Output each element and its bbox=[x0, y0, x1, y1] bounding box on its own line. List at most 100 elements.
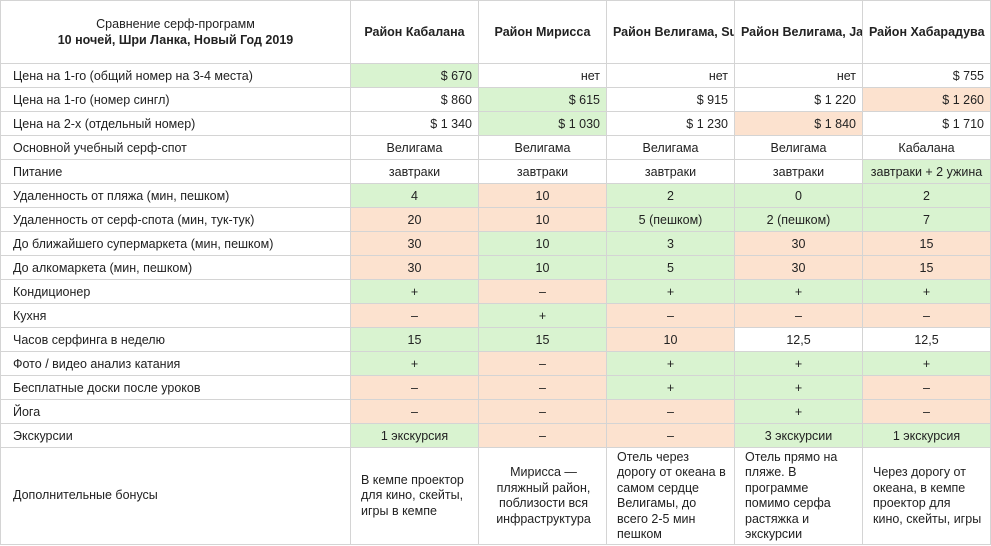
column-header-mirissa: Район Мирисса bbox=[478, 0, 607, 64]
table-row: Цена на 1-го (номер сингл) $ 860 $ 615 $ 91… bbox=[0, 87, 991, 112]
table-cell: завтраки bbox=[478, 159, 607, 184]
table-cell: + bbox=[606, 279, 735, 304]
table-cell: – bbox=[478, 375, 607, 400]
table-cell: Велигама bbox=[606, 135, 735, 160]
table-cell: завтраки + 2 ужина bbox=[862, 159, 991, 184]
row-label: Часов серфинга в неделю bbox=[0, 327, 351, 352]
row-label: Экскурсии bbox=[0, 423, 351, 448]
column-header-weligama-surfsup: Район Велигама, SurfsUp bbox=[606, 0, 735, 64]
row-label: Бесплатные доски после уроков bbox=[0, 375, 351, 400]
table-cell: завтраки bbox=[350, 159, 479, 184]
table-cell: $ 1 710 bbox=[862, 111, 991, 136]
table-row: Бесплатные доски после уроков – – + + – bbox=[0, 375, 991, 400]
table-cell: 10 bbox=[478, 207, 607, 232]
table-cell: завтраки bbox=[606, 159, 735, 184]
table-cell: Велигама bbox=[350, 135, 479, 160]
table-cell: – bbox=[478, 279, 607, 304]
table-cell: + bbox=[734, 399, 863, 424]
table-cell: 10 bbox=[478, 183, 607, 208]
row-label: Основной учебный серф-спот bbox=[0, 135, 351, 160]
table-cell: $ 1 220 bbox=[734, 87, 863, 112]
table-row: Цена на 1-го (общий номер на 3-4 места) $… bbox=[0, 63, 991, 88]
table-cell: + bbox=[734, 375, 863, 400]
table-row: Фото / видео анализ катания + – + + + bbox=[0, 351, 991, 376]
table-row: Удаленность от пляжа (мин, пешком) 4 10 2 0 2 bbox=[0, 183, 991, 208]
row-label: До ближайшего супермаркета (мин, пешком) bbox=[0, 231, 351, 256]
table-cell: $ 915 bbox=[606, 87, 735, 112]
table-cell: 30 bbox=[734, 255, 863, 280]
header-row: Сравнение серф-программ 10 ночей, Шри Ла… bbox=[0, 0, 991, 64]
row-label: Цена на 2-х (отдельный номер) bbox=[0, 111, 351, 136]
row-label: Цена на 1-го (номер сингл) bbox=[0, 87, 351, 112]
table-cell: 30 bbox=[734, 231, 863, 256]
table-title: Сравнение серф-программ 10 ночей, Шри Ла… bbox=[0, 0, 351, 64]
table-cell: + bbox=[606, 375, 735, 400]
table-cell: 0 bbox=[734, 183, 863, 208]
table-row: Удаленность от серф-спота (мин, тук-тук)… bbox=[0, 207, 991, 232]
bonus-note: В кемпе проектор для кино, скейты, игры … bbox=[350, 447, 479, 545]
table-cell: 5 bbox=[606, 255, 735, 280]
table-cell: + bbox=[478, 303, 607, 328]
table-cell: Велигама bbox=[478, 135, 607, 160]
table-cell: – bbox=[350, 399, 479, 424]
table-cell: 20 bbox=[350, 207, 479, 232]
table-cell: $ 1 340 bbox=[350, 111, 479, 136]
table-row: До алкомаркета (мин, пешком) 30 10 5 30 15 bbox=[0, 255, 991, 280]
table-cell: Кабалана bbox=[862, 135, 991, 160]
row-label: Цена на 1-го (общий номер на 3-4 места) bbox=[0, 63, 351, 88]
table-cell: 3 bbox=[606, 231, 735, 256]
table-row: Йога – – – + – bbox=[0, 399, 991, 424]
table-cell: 15 bbox=[478, 327, 607, 352]
table-row: Питание завтраки завтраки завтраки завтраки з… bbox=[0, 159, 991, 184]
table-row: Экскурсии 1 экскурсия – –3 экскурсии 1 экску… bbox=[0, 423, 991, 448]
table-cell: 3 экскурсии bbox=[734, 423, 863, 448]
table-cell: 1 экскурсия bbox=[350, 423, 479, 448]
row-label: Кондиционер bbox=[0, 279, 351, 304]
table-cell: $ 670 bbox=[350, 63, 479, 88]
row-label: Питание bbox=[0, 159, 351, 184]
table-cell: – bbox=[478, 423, 607, 448]
table-cell: – bbox=[478, 351, 607, 376]
row-label: Дополнительные бонусы bbox=[0, 447, 351, 545]
table-cell: 4 bbox=[350, 183, 479, 208]
column-header-habaraduwa: Район Хабарадува bbox=[862, 0, 991, 64]
table-cell: + bbox=[734, 279, 863, 304]
table-cell: 10 bbox=[478, 255, 607, 280]
table-cell: 10 bbox=[606, 327, 735, 352]
column-header-weligama-jagabay: Район Велигама, Jagabay bbox=[734, 0, 863, 64]
table-cell: Велигама bbox=[734, 135, 863, 160]
table-cell: – bbox=[350, 375, 479, 400]
table-row: Кухня – + – – – bbox=[0, 303, 991, 328]
table-row: Цена на 2-х (отдельный номер) $ 1 340 $ 1 … bbox=[0, 111, 991, 136]
table-cell: завтраки bbox=[734, 159, 863, 184]
row-label: Удаленность от серф-спота (мин, тук-тук) bbox=[0, 207, 351, 232]
table-cell: – bbox=[350, 303, 479, 328]
table-cell: 10 bbox=[478, 231, 607, 256]
column-header-kabalana: Район Кабалана bbox=[350, 0, 479, 64]
bonus-note: Через дорогу от океана, в кемпе проектор… bbox=[862, 447, 991, 545]
bonus-note: Мирисса — пляжный район, поблизости вся … bbox=[478, 447, 607, 545]
table-cell: – bbox=[862, 303, 991, 328]
bonus-note: Отель прямо на пляже. В программе помимо… bbox=[734, 447, 863, 545]
table-cell: $ 1 840 bbox=[734, 111, 863, 136]
row-label: Удаленность от пляжа (мин, пешком) bbox=[0, 183, 351, 208]
table-cell: $ 615 bbox=[478, 87, 607, 112]
table-cell: – bbox=[734, 303, 863, 328]
table-cell: 15 bbox=[350, 327, 479, 352]
table-cell: 15 bbox=[862, 255, 991, 280]
table-cell: нет bbox=[734, 63, 863, 88]
table-cell: $ 1 030 bbox=[478, 111, 607, 136]
table-cell: – bbox=[606, 303, 735, 328]
table-cell: – bbox=[862, 399, 991, 424]
table-row: Основной учебный серф-спот Велигама Велига… bbox=[0, 135, 991, 160]
table-cell: + bbox=[350, 279, 479, 304]
table-row: Кондиционер + – + + + bbox=[0, 279, 991, 304]
row-label: Фото / видео анализ катания bbox=[0, 351, 351, 376]
table-cell: – bbox=[478, 399, 607, 424]
table-cell: 30 bbox=[350, 255, 479, 280]
table-cell: 12,5 bbox=[862, 327, 991, 352]
table-cell: – bbox=[606, 399, 735, 424]
table-cell: нет bbox=[606, 63, 735, 88]
row-label: Кухня bbox=[0, 303, 351, 328]
